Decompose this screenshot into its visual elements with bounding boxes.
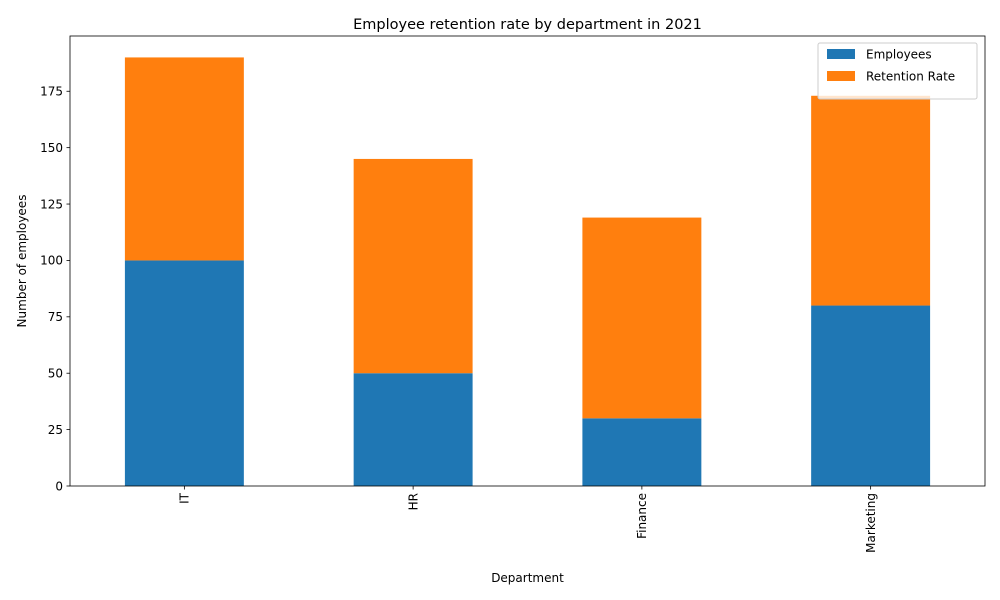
x-tick-label-finance: Finance [635, 493, 649, 539]
y-tick-label: 175 [40, 85, 63, 99]
legend-label-employees: Employees [866, 48, 932, 62]
chart-title: Employee retention rate by department in… [353, 17, 702, 33]
y-axis-ticks: 0 25 50 75 100 125 150 175 [40, 85, 70, 493]
bar-it-employees [124, 260, 244, 486]
y-tick-label: 0 [55, 479, 63, 493]
y-tick-label: 25 [48, 423, 63, 437]
legend: Employees Retention Rate [817, 42, 978, 100]
legend-items: Employees Retention Rate [827, 48, 955, 84]
bars-group [124, 57, 931, 486]
plot-frame [69, 35, 986, 487]
legend-frame [817, 42, 978, 100]
y-tick-label: 75 [48, 310, 63, 324]
y-tick-label: 125 [40, 197, 63, 211]
y-tick-label: 50 [48, 367, 63, 381]
legend-swatch-retention-rate [827, 71, 855, 81]
y-axis-label: Number of employees [15, 195, 29, 328]
bar-hr-retention-rate [353, 158, 473, 374]
legend-label-retention-rate: Retention Rate [866, 70, 955, 84]
x-tick-label-hr: HR [406, 493, 420, 510]
x-axis-label: Department [491, 571, 564, 585]
plot-area: 0 25 50 75 100 125 150 175 IT HR Finance Marketing [40, 35, 986, 553]
legend-swatch-employees [827, 49, 855, 59]
bar-it-retention-rate [124, 57, 244, 261]
bar-finance-retention-rate [582, 217, 702, 419]
bar-finance-employees [582, 418, 702, 486]
x-tick-label-it: IT [178, 492, 192, 504]
y-tick-label: 150 [40, 141, 63, 155]
y-tick-label: 100 [40, 254, 63, 268]
x-axis-ticks: IT HR Finance Marketing [178, 486, 878, 553]
x-tick-label-marketing: Marketing [864, 493, 878, 553]
bar-hr-employees [353, 373, 473, 486]
bar-marketing-retention-rate [811, 95, 931, 306]
bar-marketing-employees [811, 305, 931, 486]
